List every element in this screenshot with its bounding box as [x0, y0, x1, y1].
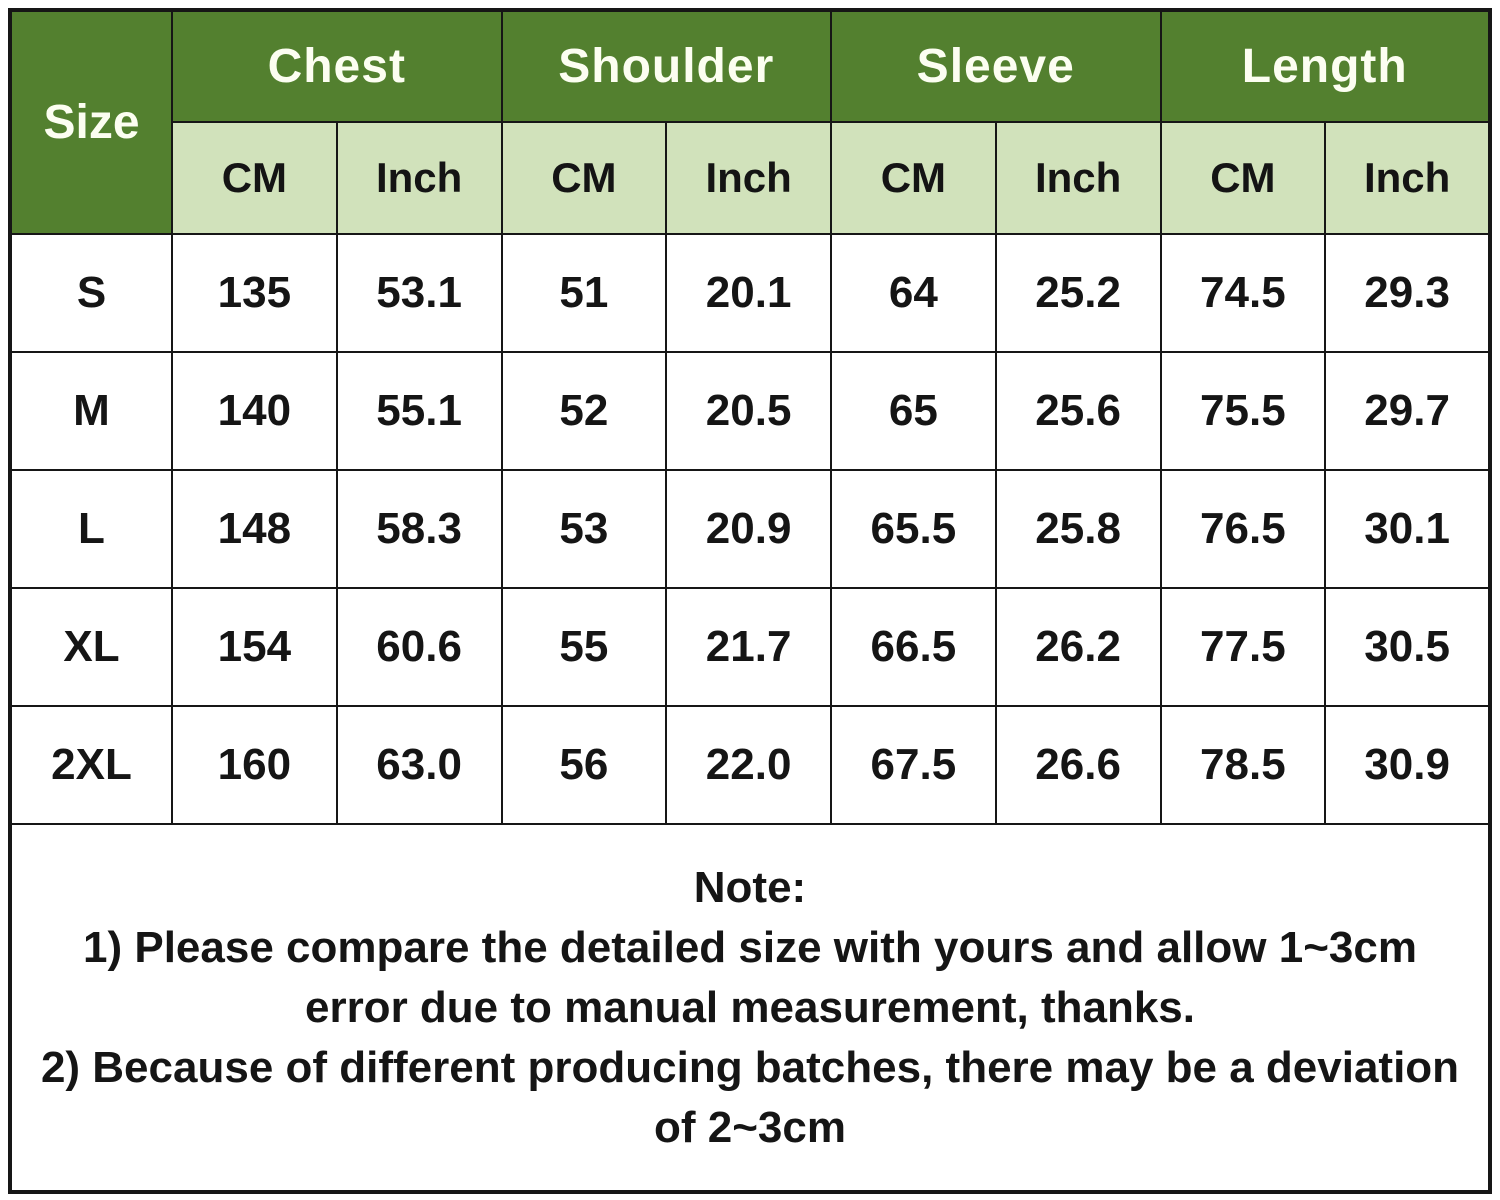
group-header-chest: Chest [171, 9, 503, 123]
table-row-xl: XL 154 60.6 55 21.7 66.5 26.2 77.5 30.5 [9, 587, 1491, 707]
unit-header-shoulder-inch: Inch [665, 121, 832, 235]
cell-shoulder-inch: 21.7 [665, 587, 832, 707]
table-row-2xl: 2XL 160 63.0 56 22.0 67.5 26.6 78.5 30.9 [9, 705, 1491, 825]
cell-length-cm: 76.5 [1159, 469, 1327, 589]
cell-length-cm: 74.5 [1159, 233, 1327, 353]
unit-header-sleeve-cm: CM [830, 121, 997, 235]
cell-sleeve-cm: 66.5 [830, 587, 997, 707]
size-column-header: Size [9, 9, 173, 235]
cell-shoulder-inch: 20.9 [665, 469, 832, 589]
cell-sleeve-cm: 67.5 [830, 705, 997, 825]
cell-sleeve-inch: 25.6 [994, 351, 1162, 471]
unit-header-chest-inch: Inch [335, 121, 503, 235]
cell-chest-cm: 160 [171, 705, 338, 825]
cell-length-cm: 78.5 [1159, 705, 1327, 825]
table-row-s: S 135 53.1 51 20.1 64 25.2 74.5 29.3 [9, 233, 1491, 353]
cell-chest-inch: 63.0 [335, 705, 503, 825]
group-header-sleeve: Sleeve [830, 9, 1162, 123]
cell-shoulder-cm: 56 [500, 705, 668, 825]
cell-sleeve-inch: 26.6 [994, 705, 1162, 825]
cell-shoulder-cm: 52 [500, 351, 668, 471]
cell-length-inch: 30.9 [1324, 705, 1491, 825]
table-row-m: M 140 55.1 52 20.5 65 25.6 75.5 29.7 [9, 351, 1491, 471]
note-line-3: 2) Because of different producing batche… [40, 1042, 1460, 1092]
cell-sleeve-cm: 64 [830, 233, 997, 353]
unit-header-sleeve-inch: Inch [994, 121, 1162, 235]
size-chart-table: Size Chest Shoulder Sleeve Length CM Inc… [8, 8, 1492, 1194]
row-size-label: XL [9, 587, 173, 707]
cell-chest-cm: 135 [171, 233, 338, 353]
cell-length-inch: 29.7 [1324, 351, 1491, 471]
row-size-label: 2XL [9, 705, 173, 825]
cell-chest-cm: 154 [171, 587, 338, 707]
note-cell: Note: 1) Please compare the detailed siz… [9, 823, 1491, 1193]
cell-shoulder-inch: 20.1 [665, 233, 832, 353]
cell-chest-inch: 60.6 [335, 587, 503, 707]
unit-header-chest-cm: CM [171, 121, 338, 235]
cell-shoulder-cm: 53 [500, 469, 668, 589]
group-header-row: Size Chest Shoulder Sleeve Length [9, 9, 1491, 235]
row-size-label: L [9, 469, 173, 589]
unit-header-length-cm: CM [1159, 121, 1327, 235]
cell-chest-inch: 58.3 [335, 469, 503, 589]
cell-length-inch: 30.1 [1324, 469, 1491, 589]
cell-shoulder-cm: 51 [500, 233, 668, 353]
cell-length-inch: 30.5 [1324, 587, 1491, 707]
group-header-shoulder: Shoulder [500, 9, 832, 123]
note-title: Note: [693, 862, 807, 912]
note-row: Note: 1) Please compare the detailed siz… [9, 823, 1491, 1193]
unit-header-length-inch: Inch [1324, 121, 1491, 235]
group-header-length: Length [1159, 9, 1491, 123]
cell-sleeve-cm: 65.5 [830, 469, 997, 589]
note-line-2: error due to manual measurement, thanks. [304, 982, 1196, 1032]
cell-chest-cm: 140 [171, 351, 338, 471]
cell-sleeve-inch: 25.2 [994, 233, 1162, 353]
note-line-1: 1) Please compare the detailed size with… [83, 922, 1417, 972]
cell-shoulder-inch: 22.0 [665, 705, 832, 825]
table-row-l: L 148 58.3 53 20.9 65.5 25.8 76.5 30.1 [9, 469, 1491, 589]
unit-header-shoulder-cm: CM [500, 121, 668, 235]
cell-sleeve-inch: 26.2 [994, 587, 1162, 707]
cell-sleeve-cm: 65 [830, 351, 997, 471]
cell-length-inch: 29.3 [1324, 233, 1491, 353]
row-size-label: M [9, 351, 173, 471]
row-size-label: S [9, 233, 173, 353]
cell-chest-inch: 53.1 [335, 233, 503, 353]
cell-length-cm: 77.5 [1159, 587, 1327, 707]
unit-header-row: CM Inch CM Inch CM Inch CM Inch [10, 121, 1491, 235]
cell-chest-inch: 55.1 [335, 351, 503, 471]
cell-chest-cm: 148 [171, 469, 338, 589]
cell-length-cm: 75.5 [1159, 351, 1327, 471]
note-line-4: of 2~3cm [654, 1102, 846, 1152]
cell-shoulder-inch: 20.5 [665, 351, 832, 471]
cell-sleeve-inch: 25.8 [994, 469, 1162, 589]
cell-shoulder-cm: 55 [500, 587, 668, 707]
